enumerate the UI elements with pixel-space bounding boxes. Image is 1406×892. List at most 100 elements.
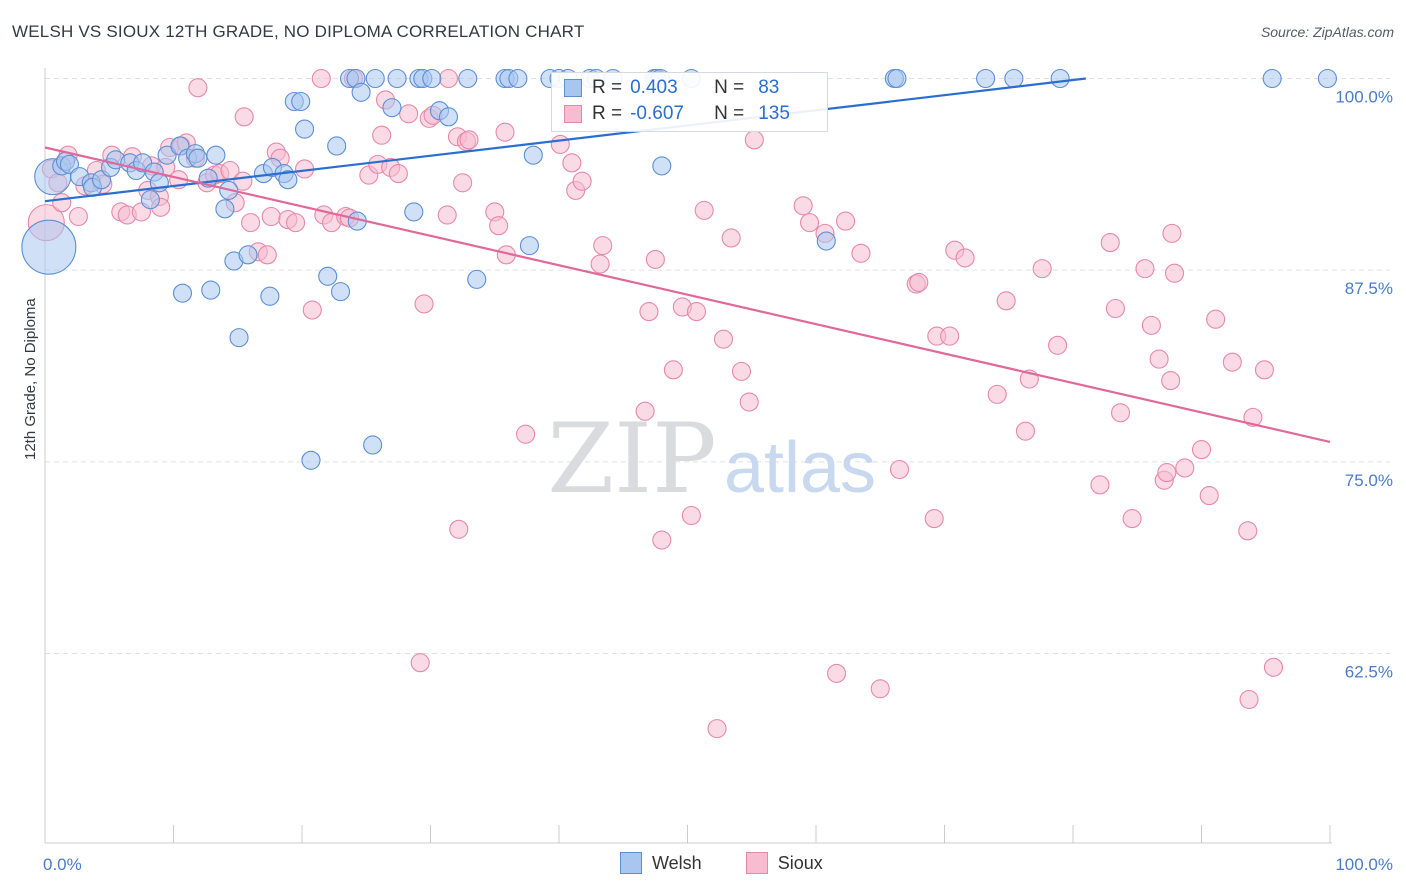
data-point [870, 679, 890, 699]
sioux-legend-label: Sioux [777, 852, 823, 873]
data-point [68, 206, 88, 227]
data-point [438, 107, 459, 127]
data-point [458, 68, 478, 89]
y-tick-label: 87.5% [1345, 279, 1393, 298]
data-point [851, 243, 871, 263]
data-point [318, 266, 338, 286]
data-point [388, 164, 408, 184]
data-point [681, 505, 701, 526]
watermark-atlas: atlas [724, 428, 876, 508]
series-legend: Welsh Sioux [620, 852, 867, 874]
data-point [157, 145, 177, 165]
data-point [1100, 233, 1120, 253]
data-point [1157, 463, 1177, 483]
data-point [744, 130, 764, 150]
data-point [422, 68, 442, 89]
data-point [372, 125, 392, 145]
data-point [140, 190, 160, 210]
data-point [437, 205, 457, 225]
data-point [260, 286, 280, 306]
data-point [1004, 68, 1024, 89]
data-point [1032, 259, 1052, 279]
x-tick-label: 100.0% [1335, 855, 1393, 874]
data-point [550, 134, 570, 154]
data-point [311, 68, 331, 89]
welsh-swatch [564, 79, 582, 97]
data-point [519, 236, 539, 256]
legend-row-sioux: R = -0.607 N = 135 [564, 103, 790, 125]
data-point [215, 199, 235, 219]
data-point [652, 156, 672, 176]
data-point [238, 245, 258, 265]
data-point [1048, 335, 1068, 355]
legend-row-welsh: R = 0.403 N = 83 [564, 77, 779, 99]
data-point [1239, 689, 1259, 710]
data-point [508, 68, 528, 89]
data-point [635, 401, 655, 421]
legend-item-welsh[interactable]: Welsh [620, 852, 702, 874]
data-point [1135, 259, 1155, 279]
data-point [414, 294, 434, 314]
data-point [489, 216, 509, 236]
data-point [1149, 349, 1169, 369]
data-point [996, 291, 1016, 311]
data-point [731, 361, 752, 381]
chart-title: WELSH VS SIOUX 12TH GRADE, NO DIPLOMA CO… [12, 22, 585, 41]
data-point [1191, 440, 1212, 460]
trend-lines [44, 77, 1331, 443]
data-point [59, 154, 79, 174]
data-point [1162, 223, 1182, 243]
welsh-trend-line [44, 77, 1086, 203]
data-point [686, 302, 707, 322]
data-point [257, 245, 277, 265]
data-point [721, 228, 741, 248]
data-point [449, 519, 469, 539]
grid-lines [45, 78, 1390, 654]
data-point [286, 213, 306, 233]
data-point [1222, 352, 1242, 372]
data-point [739, 392, 759, 412]
data-point [1122, 509, 1142, 529]
data-point [1105, 298, 1125, 319]
data-point [295, 119, 315, 139]
data-point [1090, 475, 1110, 495]
data-point [976, 68, 996, 89]
data-point [836, 211, 856, 231]
data-point [639, 302, 659, 322]
data-point [241, 213, 261, 233]
legend-n-value: 135 [758, 103, 790, 124]
data-point [21, 219, 77, 275]
data-point [523, 145, 543, 165]
sioux-legend-swatch [745, 852, 768, 874]
data-point [562, 153, 582, 173]
data-point [301, 450, 321, 470]
legend-n-label: N = [714, 103, 745, 124]
data-point [495, 122, 515, 142]
data-point [330, 282, 351, 302]
data-point [713, 329, 734, 349]
data-point [1164, 263, 1185, 283]
y-tick-label: 100.0% [1335, 88, 1393, 107]
data-point [707, 719, 727, 739]
data-point [327, 136, 347, 156]
watermark: ZIP atlas [547, 403, 876, 515]
data-point [1141, 315, 1161, 335]
data-point [229, 328, 249, 348]
data-point [887, 68, 907, 89]
data-point [1317, 68, 1337, 89]
legend-item-sioux[interactable]: Sioux [745, 852, 823, 874]
legend-r-value: 0.403 [630, 77, 678, 98]
sioux-swatch [564, 105, 582, 123]
tick-labels: 62.5% 75.0% 87.5% 100.0% 0.0% 100.0% [43, 88, 1393, 875]
data-point [1050, 68, 1070, 89]
data-point [645, 249, 665, 269]
data-point [800, 213, 820, 233]
data-point [467, 269, 487, 289]
data-point [694, 200, 714, 220]
data-point [387, 68, 407, 89]
data-point [351, 82, 371, 102]
welsh-legend-label: Welsh [652, 852, 702, 873]
data-point [793, 196, 813, 216]
data-point [955, 248, 975, 268]
